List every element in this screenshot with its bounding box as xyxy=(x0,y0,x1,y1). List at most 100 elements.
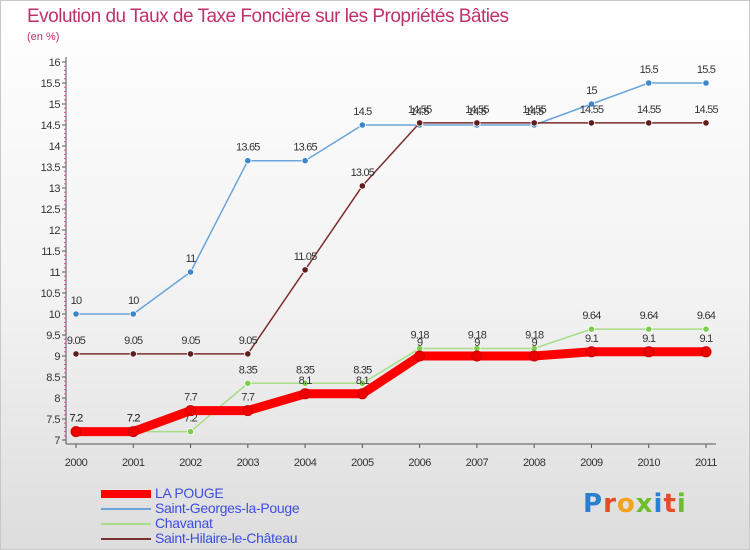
x-tick-label: 2000 xyxy=(65,457,88,469)
y-tick-label: 13 xyxy=(49,183,61,195)
data-label-saint-georges-la-pouge: 10 xyxy=(71,295,82,307)
legend-label-chavanat: Chavanat xyxy=(155,515,213,531)
x-tick-label: 2010 xyxy=(637,457,660,469)
data-label-la-pouge: 8.1 xyxy=(356,375,370,387)
data-point-la-pouge xyxy=(356,388,368,400)
data-point-saint-georges-la-pouge xyxy=(186,268,195,276)
y-tick-label: 11.5 xyxy=(41,246,60,258)
data-point-saint-hilaire-le-chateau xyxy=(530,119,538,127)
data-point-saint-georges-la-pouge xyxy=(358,121,366,129)
y-tick-label: 12.5 xyxy=(41,204,61,216)
data-label-saint-hilaire-le-chateau: 14.55 xyxy=(408,104,432,116)
data-point-la-pouge xyxy=(127,426,139,438)
legend-swatch-saint-hilaire xyxy=(101,538,151,540)
series-line-chavanat xyxy=(75,328,707,433)
data-label-saint-hilaire-le-chateau: 14.55 xyxy=(465,104,489,116)
y-tick-label: 9 xyxy=(54,351,60,363)
brand-letter: i xyxy=(653,489,664,519)
data-label-chavanat: 9.64 xyxy=(582,310,601,322)
data-point-chavanat xyxy=(702,325,710,333)
data-point-la-pouge xyxy=(700,346,712,358)
brand-letter: x xyxy=(635,489,654,519)
data-label-chavanat: 9.64 xyxy=(697,310,716,322)
chart-title: Evolution du Taux de Taxe Foncière sur l… xyxy=(27,6,509,27)
data-label-saint-hilaire-le-chateau: 9.05 xyxy=(181,335,200,347)
x-tick-label: 2006 xyxy=(408,457,431,469)
x-tick-label: 2008 xyxy=(523,457,546,469)
brand-logo: Proxiti xyxy=(583,489,687,519)
data-label-chavanat: 7.2 xyxy=(127,413,141,425)
data-point-saint-georges-la-pouge xyxy=(129,310,137,318)
unit-label: (en %) xyxy=(27,31,60,43)
y-tick-label: 16 xyxy=(49,57,61,69)
x-tick-label: 2011 xyxy=(695,457,717,469)
data-label-chavanat: 9.18 xyxy=(468,329,487,341)
data-label-la-pouge: 9 xyxy=(417,337,423,349)
legend-label-saint-hilaire: Saint-Hilaire-le-Château xyxy=(155,530,298,546)
y-tick-label: 8.5 xyxy=(46,372,60,384)
x-tick-label: 2007 xyxy=(466,457,489,469)
data-label-saint-hilaire-le-chateau: 14.55 xyxy=(637,104,661,116)
data-label-saint-georges-la-pouge: 10 xyxy=(128,295,139,307)
data-label-la-pouge: 7.2 xyxy=(127,413,141,425)
data-point-saint-hilaire-le-chateau xyxy=(587,119,596,127)
data-label-saint-hilaire-le-chateau: 11.05 xyxy=(294,251,317,263)
data-point-la-pouge xyxy=(585,346,597,358)
data-label-la-pouge: 7.7 xyxy=(241,392,255,404)
data-point-saint-hilaire-le-chateau xyxy=(702,119,710,127)
data-point-la-pouge xyxy=(528,350,540,362)
brand-letter: i xyxy=(676,489,687,519)
data-point-la-pouge xyxy=(70,426,82,438)
data-point-la-pouge xyxy=(185,405,197,417)
data-label-la-pouge: 9.1 xyxy=(642,333,656,345)
data-point-saint-hilaire-le-chateau xyxy=(244,350,252,358)
data-label-saint-hilaire-le-chateau: 14.55 xyxy=(694,104,718,116)
y-tick-label: 7 xyxy=(54,435,60,447)
data-point-saint-georges-la-pouge xyxy=(702,79,710,87)
y-tick-label: 8 xyxy=(54,393,60,405)
data-point-saint-georges-la-pouge xyxy=(301,157,309,165)
data-point-chavanat xyxy=(301,379,309,387)
data-point-saint-hilaire-le-chateau xyxy=(358,182,366,190)
legend-swatch-la-pouge xyxy=(101,490,151,498)
data-label-la-pouge: 7.2 xyxy=(70,413,84,425)
data-label-saint-georges-la-pouge: 14.5 xyxy=(411,106,430,118)
data-point-saint-hilaire-le-chateau xyxy=(301,266,309,274)
data-label-saint-hilaire-le-chateau: 14.55 xyxy=(522,104,546,116)
data-label-chavanat: 9.64 xyxy=(640,310,659,322)
data-label-saint-georges-la-pouge: 15.5 xyxy=(697,64,716,76)
data-point-chavanat xyxy=(645,325,653,333)
data-point-chavanat xyxy=(186,427,195,436)
data-label-saint-hilaire-le-chateau: 9.05 xyxy=(67,335,86,347)
data-point-saint-hilaire-le-chateau xyxy=(473,119,481,127)
data-label-chavanat: 8.35 xyxy=(296,364,315,376)
data-point-chavanat xyxy=(244,379,252,387)
data-label-saint-georges-la-pouge: 14.5 xyxy=(353,106,372,118)
data-label-saint-georges-la-pouge: 14.5 xyxy=(525,106,544,118)
data-label-la-pouge: 9 xyxy=(532,337,538,349)
data-label-saint-georges-la-pouge: 15.5 xyxy=(640,64,659,76)
data-point-saint-hilaire-le-chateau xyxy=(129,350,137,358)
data-label-la-pouge: 8.1 xyxy=(299,375,313,387)
legend-swatch-chavanat xyxy=(101,523,151,525)
legend-label-saint-georges: Saint-Georges-la-Pouge xyxy=(155,500,300,516)
data-label-saint-georges-la-pouge: 14.5 xyxy=(468,106,487,118)
data-label-saint-hilaire-le-chateau: 13.05 xyxy=(351,167,375,179)
data-label-saint-hilaire-le-chateau: 9.05 xyxy=(124,335,143,347)
brand-letter: P xyxy=(583,489,604,519)
data-point-saint-hilaire-le-chateau xyxy=(645,119,653,127)
series-line-la-pouge xyxy=(71,347,711,437)
data-point-la-pouge xyxy=(414,350,426,362)
data-label-la-pouge: 9.1 xyxy=(700,333,714,345)
x-tick-label: 2002 xyxy=(179,457,202,469)
series-line-saint-georges-la-pouge xyxy=(75,82,707,315)
y-tick-label: 15 xyxy=(49,99,61,111)
y-tick-label: 9.5 xyxy=(46,330,60,342)
y-tick-label: 10.5 xyxy=(41,288,61,300)
data-point-la-pouge xyxy=(471,350,483,362)
y-tick-label: 13.5 xyxy=(41,162,61,174)
data-point-saint-georges-la-pouge xyxy=(645,79,653,87)
data-point-saint-hilaire-le-chateau xyxy=(416,119,424,127)
